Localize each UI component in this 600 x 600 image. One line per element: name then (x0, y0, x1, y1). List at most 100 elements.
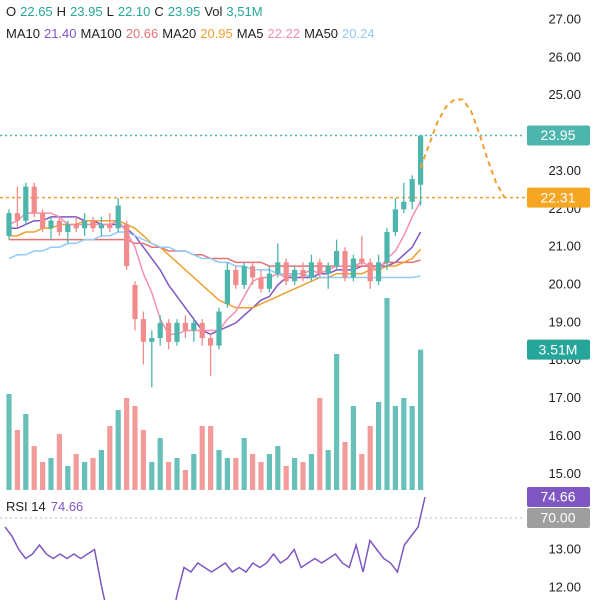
volume-bar (182, 470, 188, 490)
ma-line (9, 216, 422, 336)
legend-value: 20.66 (125, 26, 159, 41)
volume-bar (317, 398, 323, 490)
candle-body (216, 311, 222, 346)
candle-body (359, 258, 365, 263)
candle-body (224, 269, 230, 304)
candle-body (258, 277, 264, 289)
volume-bar (392, 406, 398, 490)
y-tick-label: 12.00 (548, 579, 581, 594)
candle-body (6, 213, 12, 236)
target-badge: 22.31 (540, 189, 575, 205)
rsi-value: 74.66 (51, 499, 84, 514)
volume-bar (241, 438, 247, 490)
volume-bar (23, 414, 29, 490)
volume-bar (208, 426, 214, 490)
candle-body (174, 322, 180, 342)
volume-bar (384, 298, 390, 490)
volume-bar (6, 394, 12, 490)
legend-value: 23.95 (167, 4, 201, 19)
volume-bar (409, 406, 415, 490)
candle-body (115, 205, 121, 229)
legend-key: H (56, 4, 67, 19)
volume-bar (56, 434, 62, 490)
legend-key: MA100 (80, 26, 122, 41)
legend-value: 21.40 (43, 26, 77, 41)
volume-bar (140, 430, 146, 490)
volume-bar (359, 454, 365, 490)
candle-body (418, 135, 424, 185)
candle-body (241, 266, 247, 286)
candle-body (275, 262, 281, 274)
volume-bar (73, 454, 79, 490)
legend-value: 22.22 (267, 26, 301, 41)
candle-body (166, 322, 172, 342)
legend-key: O (6, 4, 17, 19)
rsi-name: RSI 14 (6, 499, 46, 514)
candle-body (157, 322, 163, 339)
legend-value: 23.95 (70, 4, 103, 19)
volume-bar (275, 446, 281, 490)
candle-body (90, 220, 96, 229)
volume-bar (292, 458, 298, 490)
volume-bar (31, 446, 37, 490)
candle-body (409, 179, 415, 202)
volume-bar (90, 458, 96, 490)
y-tick-label: 13.00 (548, 541, 581, 556)
candle-body (283, 262, 289, 282)
legend-key: MA5 (236, 26, 264, 41)
volume-bar (149, 462, 155, 490)
legend-value: 20.24 (342, 26, 375, 41)
volume-bar (300, 462, 306, 490)
target-badge-bg (527, 187, 590, 208)
volume-bar (40, 462, 46, 490)
y-tick-label: 26.00 (548, 49, 581, 64)
last-price-badge-bg (527, 125, 590, 146)
rsi-badge-bg (527, 487, 590, 508)
legend-key: C (154, 4, 164, 19)
candle-body (208, 338, 214, 346)
y-tick-label: 16.00 (548, 428, 581, 443)
ma-line (8, 231, 421, 279)
candle-body (266, 273, 272, 289)
candle-body (384, 232, 390, 263)
candle-body (317, 262, 323, 274)
y-tick-label: 21.00 (548, 239, 581, 254)
rsi-line (4, 496, 426, 600)
legend-key: MA20 (162, 26, 197, 41)
volume-bar (325, 450, 331, 490)
volume-bar (376, 402, 382, 490)
volume-bar (166, 462, 172, 490)
candle-body (140, 319, 146, 342)
projection-line (419, 98, 506, 199)
candle-body (31, 186, 37, 214)
candle-body (300, 269, 306, 278)
rsi-level-badge-bg (527, 508, 590, 528)
volume-bar (250, 454, 256, 490)
candle-body (98, 224, 104, 229)
volume-bar (401, 398, 407, 490)
volume-bar (216, 450, 222, 490)
volume-bar (65, 466, 71, 490)
candle-body (342, 250, 348, 278)
candle-body (149, 338, 155, 342)
candle-body (132, 285, 138, 320)
candle-body (14, 213, 20, 221)
candle-body (191, 322, 197, 331)
rsi-level-badge: 70.00 (540, 510, 575, 526)
y-tick-label: 25.00 (548, 87, 581, 102)
legend-value: 22.65 (20, 4, 53, 19)
legend-key: MA50 (304, 26, 339, 41)
volume-bar (48, 458, 54, 490)
candle-body (107, 224, 113, 229)
y-tick-label: 20.00 (548, 276, 581, 291)
candle-body (182, 322, 188, 331)
volume-bar (14, 430, 20, 490)
candle-body (56, 220, 62, 233)
rsi-label: RSI 14 74.66 (6, 499, 83, 514)
volume-bar (224, 458, 230, 490)
volume-bar (308, 454, 314, 490)
candle-body (308, 262, 314, 278)
volume-bar (258, 462, 264, 490)
